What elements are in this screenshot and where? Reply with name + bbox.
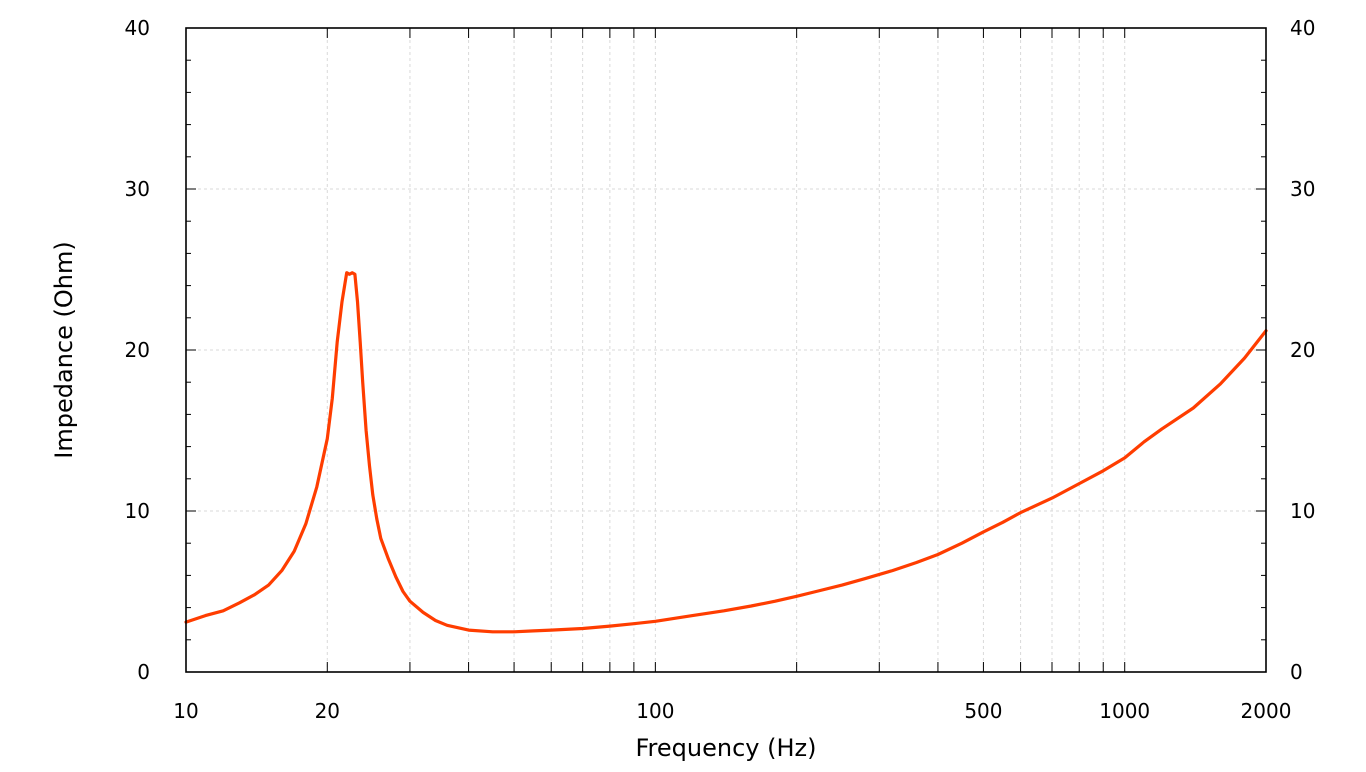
y-axis-title: Impedance (Ohm) (50, 241, 78, 458)
y-tick-label-left: 20 (125, 338, 150, 362)
x-tick-label: 2000 (1241, 699, 1292, 723)
x-tick-label: 100 (636, 699, 674, 723)
y-tick-label-left: 40 (125, 16, 150, 40)
y-tick-label-left: 30 (125, 177, 150, 201)
y-tick-label-right: 0 (1290, 660, 1303, 684)
x-tick-label: 500 (964, 699, 1002, 723)
x-tick-label: 1000 (1099, 699, 1150, 723)
y-tick-label-right: 20 (1290, 338, 1315, 362)
grid (186, 28, 1266, 672)
y-tick-label-left: 10 (125, 499, 150, 523)
series-layer (184, 271, 1268, 634)
tick-labels: 0 0 10 10 20 20 30 30 40 40 10 20 100 500 1000 2000 (125, 16, 1316, 723)
x-tick-label: 10 (173, 699, 198, 723)
x-tick-label: 20 (315, 699, 340, 723)
y-tick-label-right: 10 (1290, 499, 1315, 523)
x-axis-title: Frequency (Hz) (636, 734, 817, 762)
impedance-series-line (184, 271, 1268, 634)
plot-frame (185, 27, 1267, 673)
y-tick-label-left: 0 (137, 660, 150, 684)
y-tick-label-right: 30 (1290, 177, 1315, 201)
y-tick-label-right: 40 (1290, 16, 1315, 40)
axis-ticks (186, 27, 1266, 673)
